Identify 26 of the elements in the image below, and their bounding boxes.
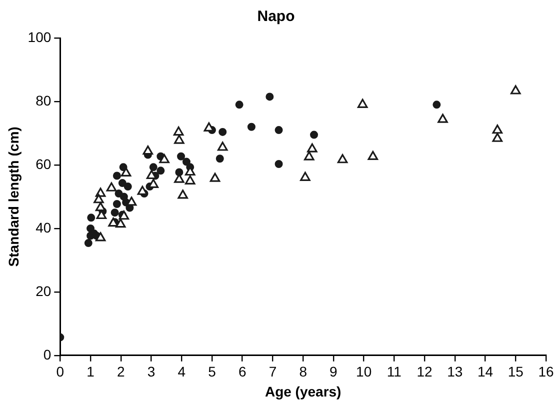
y-tick-label: 0 [43,346,52,362]
x-tick-label: 12 [416,364,433,380]
x-tick-label: 14 [477,364,494,380]
x-tick-label: 4 [178,364,186,380]
y-tick-label: 60 [36,156,52,172]
x-tick-label: 7 [268,364,277,380]
chart-title: Napo [257,8,295,26]
x-tick-label: 0 [56,364,64,380]
x-tick-label: 3 [147,364,156,380]
y-tick-label: 20 [36,282,52,299]
x-tick-label: 15 [508,364,524,380]
x-axis-title: Age (years) [264,383,342,400]
x-tick-label: 8 [299,364,308,380]
x-tick-label: 10 [356,364,372,380]
x-tick-label: 11 [386,364,402,380]
x-tick-label: 9 [330,364,338,380]
y-tick-label: 100 [28,28,52,45]
y-axis-title: Standard length (cm) [5,126,22,267]
x-tick-label: 2 [116,364,125,380]
x-tick-label: 6 [238,364,246,380]
x-tick-label: 13 [447,364,463,380]
x-tick-label: 16 [538,364,554,380]
y-tick-label: 40 [36,219,52,236]
x-tick-label: 1 [86,364,95,380]
y-tick-label: 80 [36,92,52,108]
x-tick-label: 5 [208,364,216,380]
